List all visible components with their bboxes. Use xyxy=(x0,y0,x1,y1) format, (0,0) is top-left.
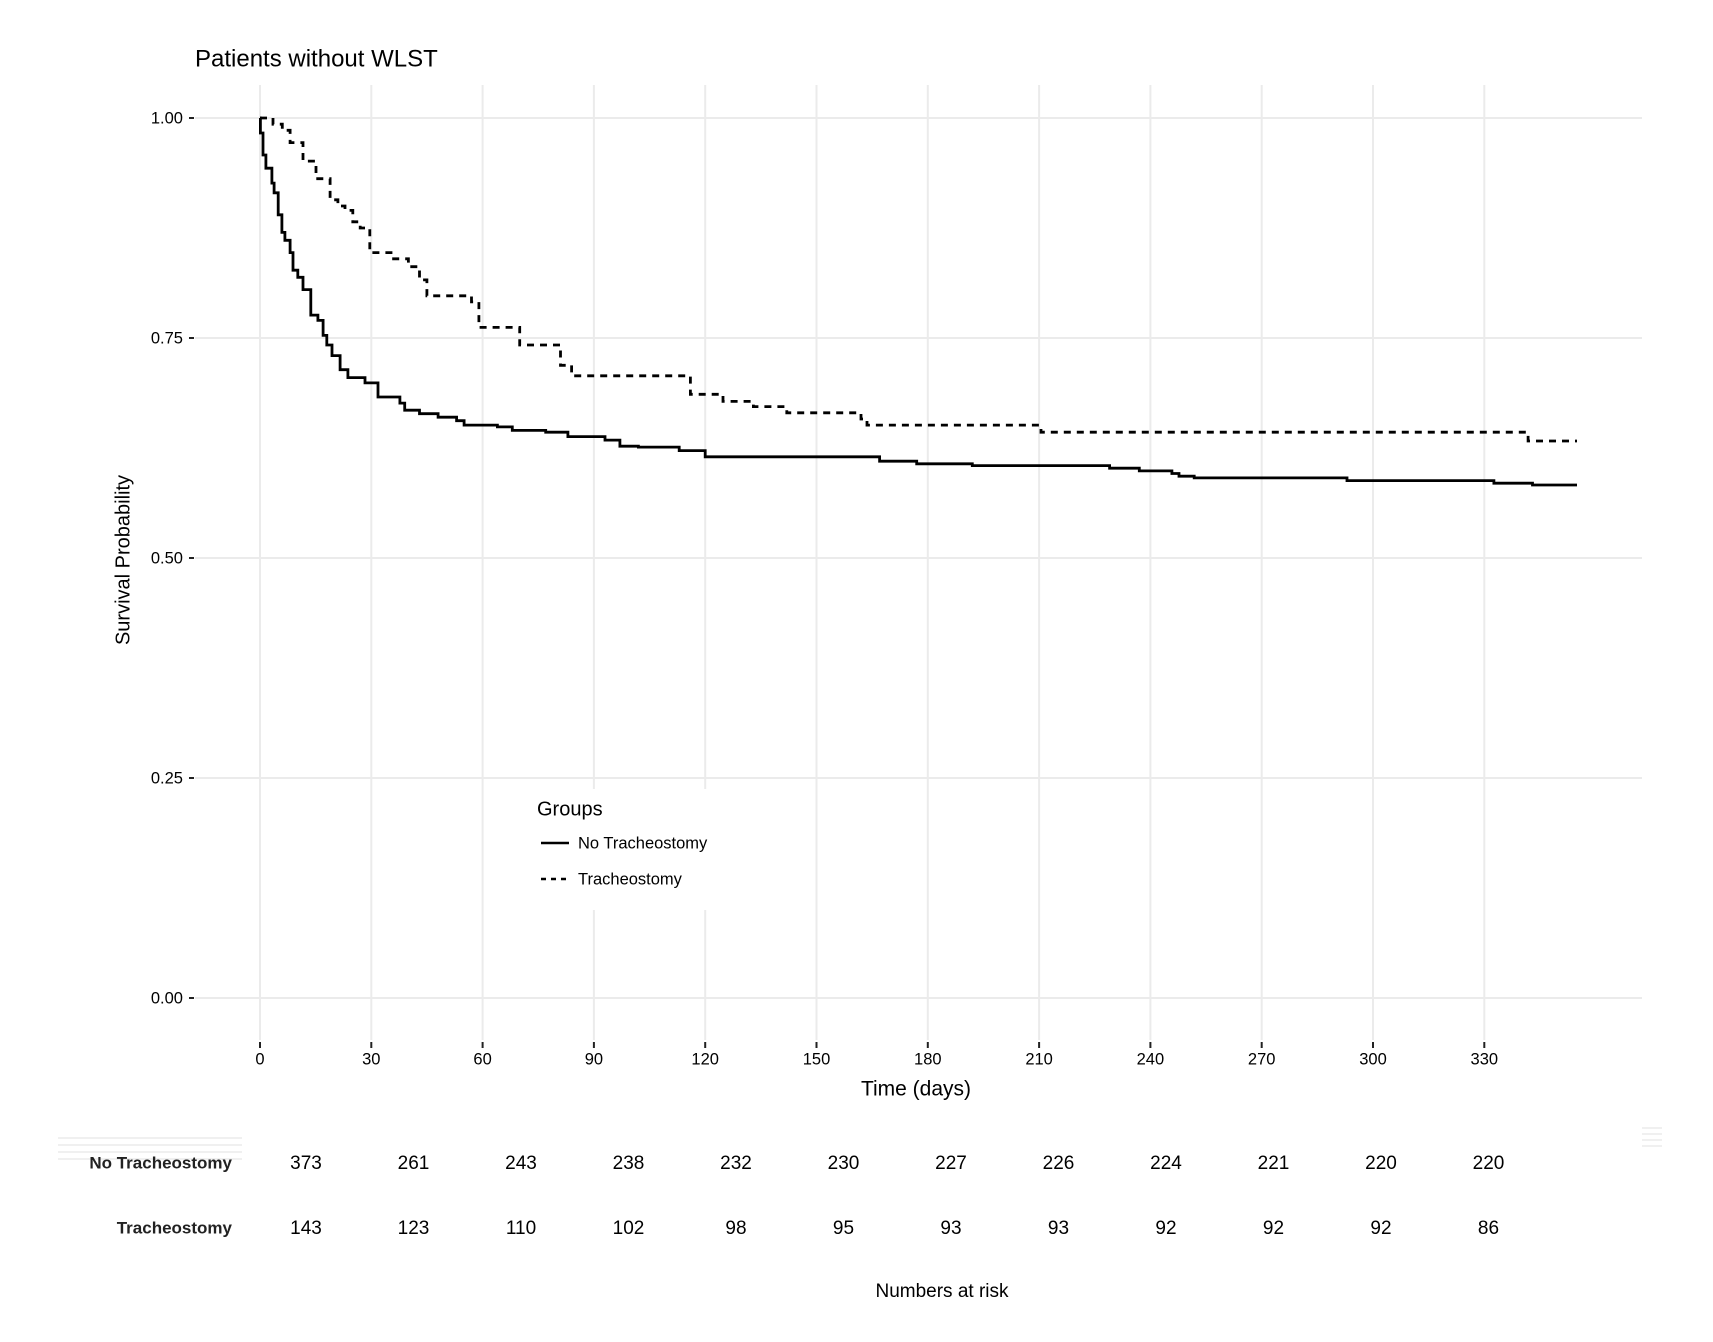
risk-count: 92 xyxy=(1263,1218,1284,1239)
legend-label-no-tracheostomy: No Tracheostomy xyxy=(578,834,708,852)
x-tick-label: 0 xyxy=(255,1050,264,1068)
y-axis-title: Survival Probability xyxy=(112,475,134,645)
x-tick-label: 60 xyxy=(473,1050,491,1068)
x-axis: 0 30 60 90 120 150 180 210 240 270 300 330 xyxy=(255,1042,1498,1068)
risk-count: 243 xyxy=(505,1153,537,1174)
risk-count: 224 xyxy=(1150,1153,1182,1174)
x-tick-label: 30 xyxy=(362,1050,380,1068)
legend-title: Groups xyxy=(537,798,603,820)
risk-count: 220 xyxy=(1365,1153,1397,1174)
risk-count: 92 xyxy=(1370,1218,1391,1239)
risk-count: 230 xyxy=(828,1153,860,1174)
y-axis: 0.00 0.25 0.50 0.75 1.00 xyxy=(151,109,194,1007)
survival-curves xyxy=(259,116,1577,487)
x-tick-label: 300 xyxy=(1359,1050,1387,1068)
risk-count: 221 xyxy=(1258,1153,1290,1174)
curve-no-tracheostomy xyxy=(259,116,1577,487)
risk-count: 232 xyxy=(720,1153,752,1174)
y-tick-label: 0.75 xyxy=(151,329,183,347)
x-tick-label: 180 xyxy=(914,1050,942,1068)
chart-title: Patients without WLST xyxy=(195,45,438,72)
x-tick-label: 210 xyxy=(1025,1050,1053,1068)
risk-count: 95 xyxy=(833,1218,854,1239)
risk-count: 98 xyxy=(725,1218,746,1239)
x-tick-label: 270 xyxy=(1248,1050,1276,1068)
risk-count: 373 xyxy=(290,1153,322,1174)
x-tick-label: 240 xyxy=(1137,1050,1165,1068)
risk-count: 92 xyxy=(1155,1218,1176,1239)
risk-count: 93 xyxy=(940,1218,961,1239)
x-axis-title: Time (days) xyxy=(861,1078,971,1101)
y-tick-label: 0.50 xyxy=(151,549,183,567)
risk-count: 93 xyxy=(1048,1218,1069,1239)
risk-count: 123 xyxy=(398,1218,430,1239)
x-tick-label: 90 xyxy=(585,1050,603,1068)
y-tick-label: 0.00 xyxy=(151,989,183,1007)
risk-count: 220 xyxy=(1473,1153,1505,1174)
legend-label-tracheostomy: Tracheostomy xyxy=(578,870,683,888)
risk-table-decoration xyxy=(58,1127,1662,1160)
legend-background xyxy=(525,789,720,910)
risk-count: 238 xyxy=(613,1153,645,1174)
risk-count: 143 xyxy=(290,1218,322,1239)
grid-lines xyxy=(195,85,1642,1040)
risk-count: 226 xyxy=(1043,1153,1075,1174)
y-tick-label: 1.00 xyxy=(151,109,183,127)
y-tick-label: 0.25 xyxy=(151,769,183,787)
risk-row-label-no-tracheostomy: No Tracheostomy xyxy=(89,1153,232,1172)
risk-count: 102 xyxy=(613,1218,645,1239)
risk-count: 86 xyxy=(1478,1218,1499,1239)
x-tick-label: 120 xyxy=(691,1050,719,1068)
legend: Groups No Tracheostomy Tracheostomy xyxy=(525,789,720,910)
risk-table-title: Numbers at risk xyxy=(875,1281,1009,1302)
x-tick-label: 330 xyxy=(1471,1050,1499,1068)
risk-count: 261 xyxy=(398,1153,430,1174)
risk-table: No Tracheostomy Tracheostomy 373 261 243 23… xyxy=(89,1153,1504,1239)
risk-count: 227 xyxy=(935,1153,967,1174)
x-tick-label: 150 xyxy=(803,1050,831,1068)
risk-count: 110 xyxy=(506,1218,536,1239)
risk-row-label-tracheostomy: Tracheostomy xyxy=(117,1218,233,1237)
curve-tracheostomy xyxy=(260,116,1577,443)
